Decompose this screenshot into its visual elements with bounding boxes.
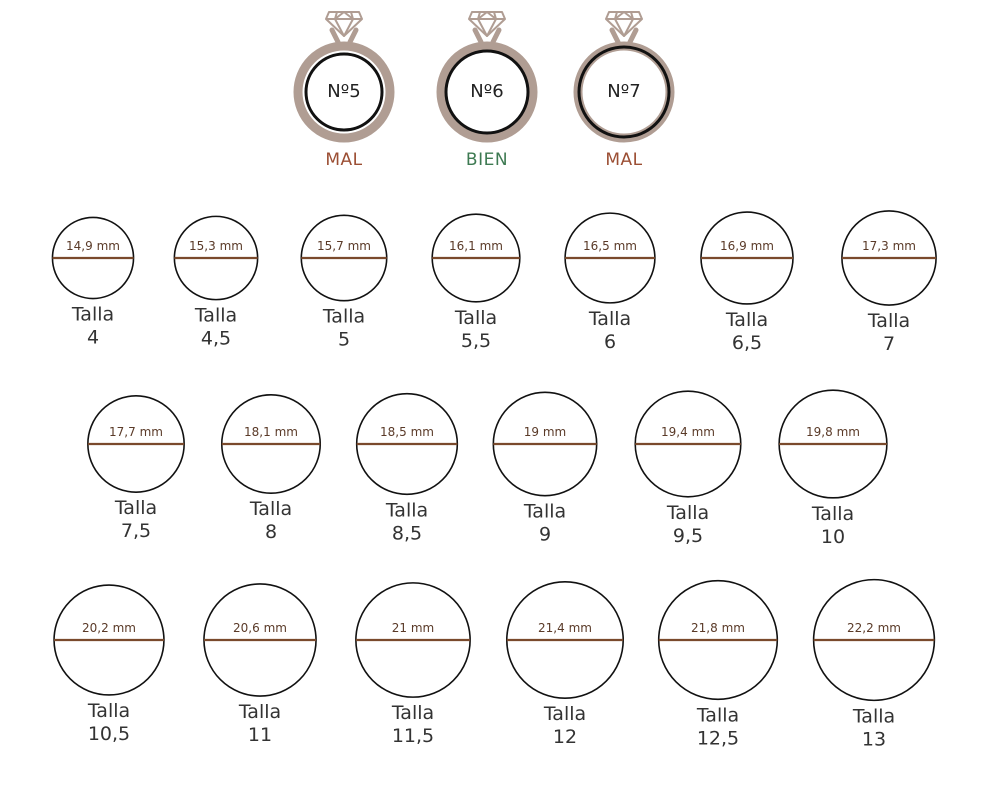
ring-fit-example: Nº6 BIEN xyxy=(436,11,538,170)
size-number-label: 4 xyxy=(87,327,99,349)
diameter-label: 15,3 mm xyxy=(189,239,243,253)
size-number-label: 4,5 xyxy=(201,328,231,350)
diameter-label: 21,8 mm xyxy=(691,621,745,635)
diameter-label: 19,4 mm xyxy=(661,425,715,439)
size-word-label: Talla xyxy=(867,310,910,332)
size-word-label: Talla xyxy=(725,309,768,331)
size-number-label: 5,5 xyxy=(461,330,491,352)
diameter-label: 20,2 mm xyxy=(82,621,136,635)
ring-number-label: Nº6 xyxy=(470,81,503,102)
size-word-label: Talla xyxy=(238,701,281,723)
diameter-label: 16,5 mm xyxy=(583,239,637,253)
size-word-label: Talla xyxy=(852,705,895,727)
diameter-label: 16,9 mm xyxy=(720,239,774,253)
size-word-label: Talla xyxy=(194,305,237,327)
size-number-label: 10,5 xyxy=(88,723,130,745)
ring-prongs xyxy=(609,27,639,45)
size-number-label: 11 xyxy=(248,724,272,746)
diameter-label: 15,7 mm xyxy=(317,239,371,253)
fit-verdict-label: MAL xyxy=(325,150,362,170)
diameter-label: 17,3 mm xyxy=(862,239,916,253)
size-word-label: Talla xyxy=(87,700,130,722)
size-number-label: 11,5 xyxy=(392,725,434,747)
finger-circle xyxy=(444,49,530,135)
ring-fit-example: Nº5 MAL xyxy=(293,11,395,170)
size-word-label: Talla xyxy=(71,304,114,326)
size-number-label: 9,5 xyxy=(673,525,703,547)
size-word-label: Talla xyxy=(454,307,497,329)
size-number-label: 7,5 xyxy=(121,520,151,542)
ring-prongs xyxy=(472,27,502,45)
diameter-label: 21 mm xyxy=(392,621,434,635)
diameter-label: 14,9 mm xyxy=(66,239,120,253)
ring-fit-example: Nº7 MAL xyxy=(573,11,675,170)
ring-band xyxy=(293,41,395,143)
size-word-label: Talla xyxy=(523,501,566,523)
finger-circle xyxy=(577,45,671,139)
diameter-label: 20,6 mm xyxy=(233,621,287,635)
size-number-label: 7 xyxy=(883,333,895,355)
size-word-label: Talla xyxy=(391,702,434,724)
diameter-label: 19,8 mm xyxy=(806,425,860,439)
diameter-label: 18,5 mm xyxy=(380,425,434,439)
diameter-label: 19 mm xyxy=(524,425,566,439)
diameter-label: 21,4 mm xyxy=(538,621,592,635)
size-number-label: 8 xyxy=(265,521,277,543)
ring-band xyxy=(436,41,538,143)
size-word-label: Talla xyxy=(385,499,428,521)
size-number-label: 5 xyxy=(338,329,350,351)
size-number-label: 6 xyxy=(604,331,616,353)
size-word-label: Talla xyxy=(322,306,365,328)
size-number-label: 13 xyxy=(862,728,886,750)
size-word-label: Talla xyxy=(588,308,631,330)
size-number-label: 8,5 xyxy=(392,522,422,544)
diamond-icon xyxy=(468,11,506,37)
diameter-label: 22,2 mm xyxy=(847,621,901,635)
finger-circle xyxy=(304,52,384,132)
size-word-label: Talla xyxy=(666,502,709,524)
size-number-label: 12 xyxy=(553,726,577,748)
ring-number-label: Nº5 xyxy=(327,81,360,102)
diamond-icon xyxy=(605,11,643,37)
diameter-label: 17,7 mm xyxy=(109,425,163,439)
size-word-label: Talla xyxy=(696,704,739,726)
ring-fit-comparison: Nº5 MAL Nº6 BIEN Nº7 MAL xyxy=(293,11,675,170)
fit-verdict-label: MAL xyxy=(605,150,642,170)
size-word-label: Talla xyxy=(114,497,157,519)
size-number-label: 9 xyxy=(539,524,551,546)
ring-prongs xyxy=(329,27,359,45)
diameter-label: 18,1 mm xyxy=(244,425,298,439)
size-number-label: 12,5 xyxy=(697,727,739,749)
size-word-label: Talla xyxy=(249,498,292,520)
size-word-label: Talla xyxy=(543,703,586,725)
ring-number-label: Nº7 xyxy=(607,81,640,102)
fit-verdict-label: BIEN xyxy=(466,150,508,170)
size-number-label: 6,5 xyxy=(732,332,762,354)
diameter-label: 16,1 mm xyxy=(449,239,503,253)
diamond-icon xyxy=(325,11,363,37)
size-number-label: 10 xyxy=(821,526,845,548)
size-word-label: Talla xyxy=(811,503,854,525)
